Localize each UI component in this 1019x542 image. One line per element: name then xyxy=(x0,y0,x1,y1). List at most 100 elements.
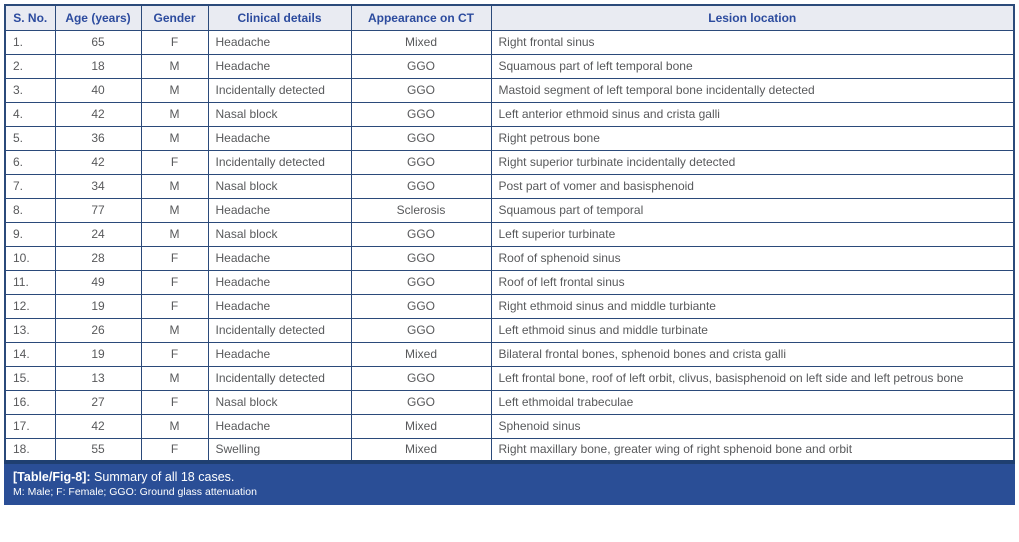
cell-ct: Mixed xyxy=(350,29,492,55)
cell-sno: 2. xyxy=(4,53,56,79)
cell-gender: F xyxy=(140,269,209,295)
cell-clinical: Headache xyxy=(207,413,352,439)
cell-ct: GGO xyxy=(350,149,492,175)
table-body: 1. 65 F Headache Mixed Right frontal sinus 2. 1… xyxy=(4,29,1015,463)
col-header-sno: S. No. xyxy=(4,4,56,31)
cell-ct: GGO xyxy=(350,269,492,295)
table-row: 10. 28 F Headache GGO Roof of sphenoid sinus xyxy=(4,245,1015,271)
cell-gender: M xyxy=(140,101,209,127)
table-row: 12. 19 F Headache GGO Right ethmoid sinus and… xyxy=(4,293,1015,319)
cell-sno: 14. xyxy=(4,341,56,367)
cell-location: Left superior turbinate xyxy=(490,221,1015,247)
cell-age: 55 xyxy=(54,437,142,463)
cell-location: Sphenoid sinus xyxy=(490,413,1015,439)
cell-location: Left ethmoid sinus and middle turbinate xyxy=(490,317,1015,343)
caption-bar: [Table/Fig-8]: Summary of all 18 cases. … xyxy=(4,464,1015,505)
cell-clinical: Nasal block xyxy=(207,389,352,415)
table-header: S. No. Age (years) Gender Clinical detai… xyxy=(4,4,1015,31)
cell-age: 26 xyxy=(54,317,142,343)
cell-location: Squamous part of left temporal bone xyxy=(490,53,1015,79)
table-row: 4. 42 M Nasal block GGO Left anterior ethmoid… xyxy=(4,101,1015,127)
cell-sno: 12. xyxy=(4,293,56,319)
cell-ct: Mixed xyxy=(350,413,492,439)
cases-table: S. No. Age (years) Gender Clinical detai… xyxy=(4,4,1015,464)
cell-location: Mastoid segment of left temporal bone in… xyxy=(490,77,1015,103)
cell-sno: 7. xyxy=(4,173,56,199)
cell-location: Right ethmoid sinus and middle turbiante xyxy=(490,293,1015,319)
caption-label: [Table/Fig-8]: xyxy=(13,470,91,484)
cell-ct: GGO xyxy=(350,293,492,319)
cell-ct: GGO xyxy=(350,173,492,199)
cell-gender: M xyxy=(140,197,209,223)
cell-sno: 18. xyxy=(4,437,56,463)
cell-location: Squamous part of temporal xyxy=(490,197,1015,223)
table-row: 11. 49 F Headache GGO Roof of left frontal si… xyxy=(4,269,1015,295)
cell-age: 42 xyxy=(54,413,142,439)
cell-gender: F xyxy=(140,245,209,271)
table-row: 2. 18 M Headache GGO Squamous part of left te… xyxy=(4,53,1015,79)
cell-clinical: Incidentally detected xyxy=(207,149,352,175)
cell-sno: 15. xyxy=(4,365,56,391)
cell-sno: 3. xyxy=(4,77,56,103)
cell-location: Right petrous bone xyxy=(490,125,1015,151)
cell-gender: M xyxy=(140,413,209,439)
cell-sno: 16. xyxy=(4,389,56,415)
cell-gender: F xyxy=(140,29,209,55)
table-row: 1. 65 F Headache Mixed Right frontal sinus xyxy=(4,29,1015,55)
cell-ct: Sclerosis xyxy=(350,197,492,223)
cell-gender: F xyxy=(140,389,209,415)
cell-age: 77 xyxy=(54,197,142,223)
cell-location: Right maxillary bone, greater wing of ri… xyxy=(490,437,1015,463)
cell-sno: 9. xyxy=(4,221,56,247)
cell-ct: GGO xyxy=(350,317,492,343)
cell-ct: GGO xyxy=(350,125,492,151)
cell-clinical: Nasal block xyxy=(207,173,352,199)
cell-clinical: Headache xyxy=(207,293,352,319)
table-figure: S. No. Age (years) Gender Clinical detai… xyxy=(4,4,1015,505)
cell-clinical: Incidentally detected xyxy=(207,77,352,103)
col-header-gender: Gender xyxy=(140,4,209,31)
table-row: 18. 55 F Swelling Mixed Right maxillary bone,… xyxy=(4,437,1015,463)
cell-age: 13 xyxy=(54,365,142,391)
cell-clinical: Headache xyxy=(207,29,352,55)
cell-clinical: Headache xyxy=(207,245,352,271)
col-header-age: Age (years) xyxy=(54,4,142,31)
cell-clinical: Incidentally detected xyxy=(207,365,352,391)
cell-ct: GGO xyxy=(350,77,492,103)
cell-gender: M xyxy=(140,125,209,151)
caption-text: Summary of all 18 cases. xyxy=(94,470,235,484)
cell-ct: Mixed xyxy=(350,437,492,463)
table-row: 3. 40 M Incidentally detected GGO Mastoid seg… xyxy=(4,77,1015,103)
cell-age: 27 xyxy=(54,389,142,415)
cell-clinical: Swelling xyxy=(207,437,352,463)
cell-age: 49 xyxy=(54,269,142,295)
cell-gender: F xyxy=(140,437,209,463)
caption-line: [Table/Fig-8]: Summary of all 18 cases. xyxy=(13,469,1006,485)
cell-location: Post part of vomer and basisphenoid xyxy=(490,173,1015,199)
cell-age: 65 xyxy=(54,29,142,55)
cell-clinical: Incidentally detected xyxy=(207,317,352,343)
cell-sno: 5. xyxy=(4,125,56,151)
table-row: 15. 13 M Incidentally detected GGO Left front… xyxy=(4,365,1015,391)
table-row: 17. 42 M Headache Mixed Sphenoid sinus xyxy=(4,413,1015,439)
cell-location: Right superior turbinate incidentally de… xyxy=(490,149,1015,175)
cell-clinical: Nasal block xyxy=(207,101,352,127)
header-row: S. No. Age (years) Gender Clinical detai… xyxy=(4,4,1015,31)
cell-ct: GGO xyxy=(350,221,492,247)
cell-age: 36 xyxy=(54,125,142,151)
cell-sno: 1. xyxy=(4,29,56,55)
table-row: 6. 42 F Incidentally detected GGO Right super… xyxy=(4,149,1015,175)
cell-gender: M xyxy=(140,365,209,391)
table-row: 13. 26 M Incidentally detected GGO Left ethmo… xyxy=(4,317,1015,343)
cell-gender: M xyxy=(140,221,209,247)
cell-gender: M xyxy=(140,173,209,199)
cell-ct: GGO xyxy=(350,245,492,271)
cell-sno: 6. xyxy=(4,149,56,175)
cell-age: 24 xyxy=(54,221,142,247)
cell-location: Left anterior ethmoid sinus and crista g… xyxy=(490,101,1015,127)
cell-ct: GGO xyxy=(350,365,492,391)
cell-age: 28 xyxy=(54,245,142,271)
cell-age: 40 xyxy=(54,77,142,103)
cell-sno: 17. xyxy=(4,413,56,439)
cell-location: Bilateral frontal bones, sphenoid bones … xyxy=(490,341,1015,367)
